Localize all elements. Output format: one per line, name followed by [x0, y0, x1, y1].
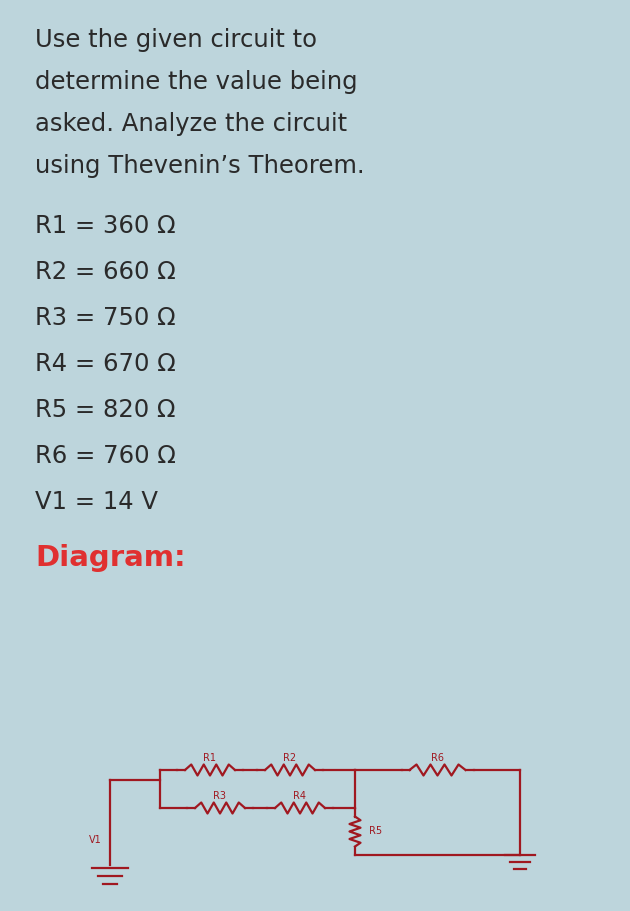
Text: R2: R2 [284, 753, 297, 763]
Text: V1 = 14 V: V1 = 14 V [35, 490, 158, 514]
Text: Use the given circuit to: Use the given circuit to [35, 28, 317, 52]
Text: using Thevenin’s Theorem.: using Thevenin’s Theorem. [35, 154, 365, 178]
Text: V1: V1 [89, 835, 102, 845]
Text: R3: R3 [214, 791, 227, 801]
Text: Diagram:: Diagram: [35, 544, 186, 572]
Text: R3 = 750 Ω: R3 = 750 Ω [35, 306, 176, 330]
Text: R4 = 670 Ω: R4 = 670 Ω [35, 352, 176, 376]
Text: R1: R1 [203, 753, 217, 763]
Text: R4: R4 [294, 791, 307, 801]
Text: R6: R6 [431, 753, 444, 763]
Text: asked. Analyze the circuit: asked. Analyze the circuit [35, 112, 347, 136]
Text: R1 = 360 Ω: R1 = 360 Ω [35, 214, 176, 238]
Text: R5: R5 [369, 826, 382, 836]
Text: R6 = 760 Ω: R6 = 760 Ω [35, 444, 176, 468]
Text: determine the value being: determine the value being [35, 70, 358, 94]
Text: R2 = 660 Ω: R2 = 660 Ω [35, 260, 176, 284]
Text: R5 = 820 Ω: R5 = 820 Ω [35, 398, 176, 422]
